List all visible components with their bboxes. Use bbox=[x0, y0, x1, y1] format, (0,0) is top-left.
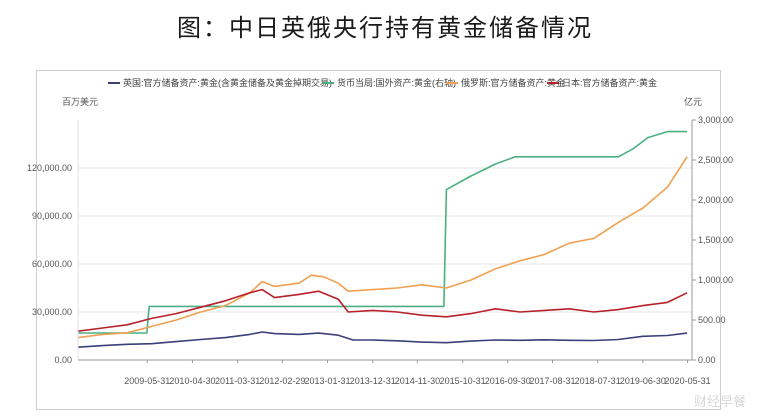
series-lines bbox=[77, 130, 688, 348]
x-tick-label: 2016-09-30 bbox=[485, 376, 531, 386]
watermark: 财经早餐 bbox=[694, 394, 746, 409]
legend-label: 俄罗斯:官方储备资产:黄金 bbox=[461, 77, 565, 88]
x-tick-label: 2014-11-30 bbox=[395, 376, 440, 386]
left-tick-label: 0.00 bbox=[54, 355, 72, 365]
left-tick-label: 30,000.00 bbox=[32, 307, 72, 317]
series-line-2 bbox=[77, 156, 688, 339]
legend: 英国:官方储备资产:黄金(含黄金储备及黄金掉期交易) 货币当局:国外资产:黄金(右… bbox=[108, 77, 657, 88]
grid-lines bbox=[78, 167, 692, 313]
right-tick-label: 500.00 bbox=[698, 315, 726, 325]
x-tick-label: 2020-05-31 bbox=[665, 376, 711, 386]
series-line-0 bbox=[77, 331, 688, 348]
legend-label: 英国:官方储备资产:黄金(含黄金储备及黄金掉期交易) bbox=[123, 77, 332, 88]
series-line-3 bbox=[77, 288, 688, 332]
x-tick-label: 2010-04-30 bbox=[169, 376, 215, 386]
x-tick-label: 2015-10-31 bbox=[440, 376, 486, 386]
right-tick-label: 2,500.00 bbox=[698, 155, 733, 165]
x-tick-label: 2019-06-30 bbox=[620, 376, 666, 386]
right-axis-unit: 亿元 bbox=[684, 96, 702, 107]
left-tick-label: 60,000.00 bbox=[32, 259, 72, 269]
x-tick-label: 2009-05-31 bbox=[124, 376, 170, 386]
series-line-1 bbox=[78, 130, 688, 334]
right-tick-label: 3,000.00 bbox=[698, 115, 733, 125]
right-tick-label: 1,500.00 bbox=[698, 235, 733, 245]
right-tick-label: 1,000.00 bbox=[698, 275, 733, 285]
x-axis-tick-labels: 2009-05-31 2010-04-30 2011-03-312012-02-29… bbox=[124, 360, 711, 386]
right-tick-label: 0.00 bbox=[698, 355, 716, 365]
x-tick-label: 2013-01-31 bbox=[305, 376, 351, 386]
right-axis-tick-labels: 0.00 500.00 1,000.00 1,500.00 2,000.00 2,500.… bbox=[692, 115, 733, 365]
left-axis-unit: 百万美元 bbox=[62, 96, 98, 107]
left-tick-label: 120,000.00 bbox=[27, 163, 72, 173]
legend-label: 日本:官方储备资产:黄金 bbox=[562, 77, 657, 88]
x-tick-label: 2018-07-31 bbox=[575, 376, 621, 386]
x-tick-label: 2013-12-31 bbox=[350, 376, 396, 386]
left-tick-label: 90,000.00 bbox=[32, 211, 72, 221]
chart-frame bbox=[36, 70, 721, 410]
x-tick-label: 2017-08-31 bbox=[529, 376, 575, 386]
legend-label: 货币当局:国外资产:黄金(右轴) bbox=[337, 77, 456, 88]
right-tick-label: 2,000.00 bbox=[698, 195, 733, 205]
left-axis-tick-labels: 0.00 30,000.00 60,000.00 90,000.00 120,000.0… bbox=[27, 163, 72, 365]
x-tick-label: 2011-03-31 bbox=[215, 376, 260, 386]
x-tick-label: 2012-02-29 bbox=[259, 376, 305, 386]
page-title: 图：中日英俄央行持有黄金储备情况 bbox=[177, 14, 593, 42]
